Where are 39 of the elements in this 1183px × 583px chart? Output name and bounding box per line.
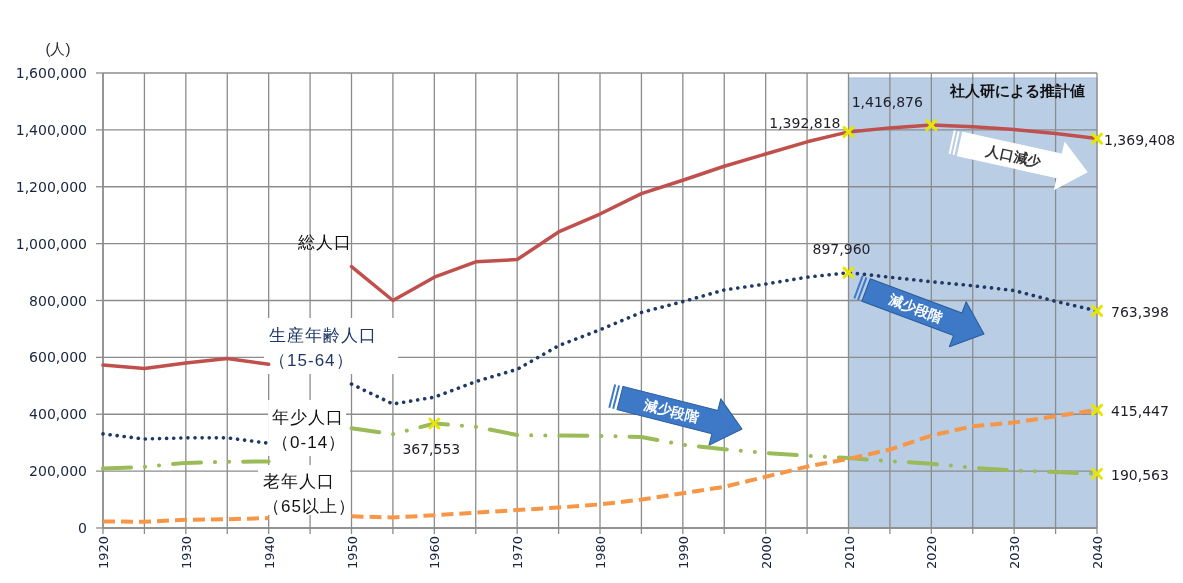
x-tick-label: 1980 xyxy=(593,536,608,570)
x-tick-label: 1970 xyxy=(510,536,526,570)
data-label: 367,553 xyxy=(402,441,461,458)
annotation: 人口減少 xyxy=(983,141,1044,170)
y-tick-label: 0 xyxy=(78,520,87,536)
y-tick-label: 1,600,000 xyxy=(15,65,87,81)
x-tick-label: 2010 xyxy=(841,536,857,570)
y-tick-label: 1,000,000 xyxy=(15,235,87,252)
y-tick-label: 200,000 xyxy=(29,463,87,480)
data-label: 1,392,818 xyxy=(769,114,841,131)
data-label: 897,960 xyxy=(812,240,871,257)
x-tick-label: 1950 xyxy=(344,536,360,570)
x-tick-label: 1930 xyxy=(178,536,194,570)
x-tick-label: 1940 xyxy=(261,536,277,570)
x-tick-label: 2040 xyxy=(1090,536,1105,570)
x-tick-label: 1990 xyxy=(675,536,691,570)
y-tick-label: 600,000 xyxy=(29,349,87,366)
x-tick-label: 1960 xyxy=(427,536,443,570)
data-label: 763,398 xyxy=(1111,303,1169,320)
y-tick-label: 1,200,000 xyxy=(15,178,87,195)
y-axis-title: (人) xyxy=(45,40,71,57)
y-tick-label: 1,400,000 xyxy=(15,121,87,138)
x-tick-label: 2030 xyxy=(1007,536,1023,570)
series-label: 総人口 xyxy=(297,233,353,252)
x-tick-label: 2000 xyxy=(758,536,774,570)
series-label: 生産年齢人口（15-64） xyxy=(269,326,378,370)
annotation: 減少段階 xyxy=(885,290,946,327)
x-tick-label: 1920 xyxy=(96,536,111,570)
band-label: 社人研による推計値 xyxy=(949,82,1085,99)
data-label: 1,369,408 xyxy=(1104,131,1176,148)
annotation: 減少段階 xyxy=(641,396,702,426)
data-label: 190,563 xyxy=(1111,466,1169,483)
x-tick-label: 2020 xyxy=(924,536,940,570)
data-label: 415,447 xyxy=(1111,402,1169,419)
series-label: 老年人口（65以上） xyxy=(263,472,357,516)
series-label: 年少人口（0-14） xyxy=(272,408,347,452)
data-label: 1,416,876 xyxy=(851,94,924,111)
y-tick-label: 400,000 xyxy=(29,406,87,423)
y-tick-label: 800,000 xyxy=(29,292,87,309)
